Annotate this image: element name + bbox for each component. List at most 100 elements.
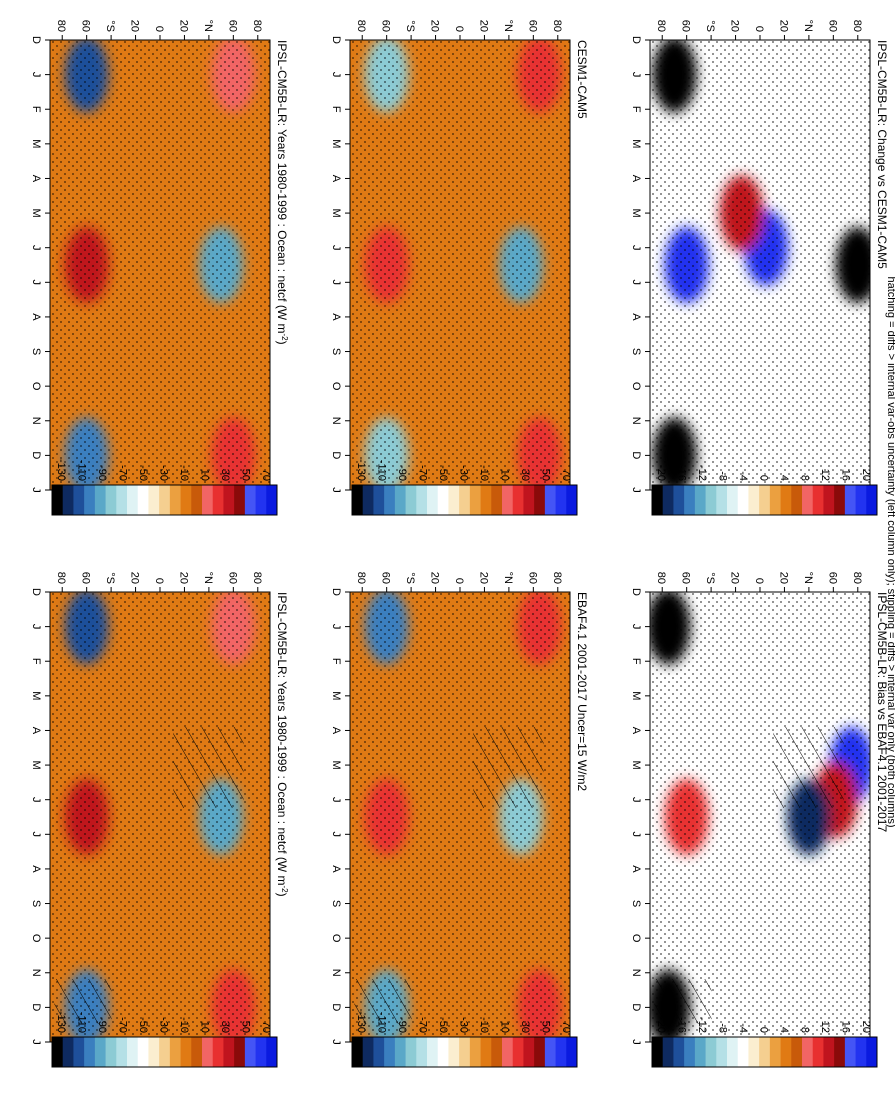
panel-left-mid: D J F M A M J J A S O N D J 80 60 °N 20 0 20 °S 60 80 EBAF4.1 2… (330, 572, 589, 1068)
colorbar-segment (72, 485, 85, 515)
x-tick-label: N (330, 417, 342, 425)
colorbar-segment (415, 1037, 427, 1067)
colorbar-segment (801, 1037, 813, 1067)
y-tick-label: 60 (226, 20, 238, 32)
colorbar-frame (51, 484, 278, 516)
x-tick-label: J (30, 72, 42, 78)
x-tick-label: D (630, 1003, 642, 1011)
x-tick-label: S (30, 900, 42, 907)
colorbar-segment (555, 1037, 567, 1067)
colorbar-label: 70 (260, 469, 272, 481)
x-tick-label: D (330, 588, 342, 596)
colorbar-label: 70 (260, 1021, 272, 1033)
colorbar-segment (62, 1037, 74, 1067)
colorbar-label: -110 (376, 460, 388, 481)
colorbar-segment (158, 485, 170, 515)
colorbar-segment (147, 1037, 160, 1067)
y-tick-label: 20 (129, 572, 141, 584)
colorbar-label: -10 (478, 1017, 490, 1033)
x-tick-label: J (330, 487, 342, 493)
y-tick-label: 20 (429, 20, 441, 32)
colorbar-label: 16 (839, 1021, 851, 1033)
colorbar-segment (405, 1037, 417, 1067)
colorbar-segment (51, 1037, 63, 1067)
title-text: IPSL-CM5B-LR: Years 1980-1999 : Ocean : … (275, 592, 289, 885)
x-tick-label: D (30, 588, 42, 596)
hatching (354, 979, 412, 1024)
colorbar-frame (651, 1036, 878, 1068)
colorbar-segment (83, 485, 95, 515)
x-tick-label: F (330, 658, 342, 665)
colorbar-segment (715, 1037, 727, 1067)
panel-title: IPSL-CM5B-LR: Change vs CESM1-CAM5 (875, 40, 889, 269)
colorbar-label: -90 (96, 1017, 108, 1033)
colorbar-segment (812, 1037, 824, 1067)
panel-left-top: D J F M A M J J A S O N D J 80 60 °N 20 0 20 °S 60 80 IPSL-CM5B… (30, 572, 289, 1068)
x-tick-label: J (630, 245, 642, 251)
colorbar-label: -130 (55, 1011, 67, 1033)
colorbar-label: -8 (717, 471, 729, 481)
x-tick-label: M (630, 760, 642, 769)
y-tick-label: 80 (355, 572, 367, 584)
stippling (50, 592, 270, 1042)
x-tick-label: J (630, 1039, 642, 1045)
colorbar-segment (201, 485, 213, 515)
colorbar-segment (705, 1037, 717, 1067)
y-tick-label: 80 (655, 20, 667, 32)
colorbar-segment (415, 485, 427, 515)
colorbar-label: -12 (696, 465, 708, 481)
x-tick-label: M (330, 691, 342, 700)
x-tick-label: D (30, 451, 42, 459)
x-tick-label: M (630, 139, 642, 148)
x-tick-label: A (30, 313, 42, 321)
colorbar-segment (844, 485, 856, 515)
colorbar-label: -10 (478, 465, 490, 481)
colorbar-segment (833, 485, 845, 515)
x-tick-label: J (30, 832, 42, 838)
colorbar-segment (672, 1037, 685, 1067)
colorbar-segment (522, 1037, 535, 1067)
x-tick-label: O (30, 934, 42, 943)
colorbar-label: -4 (737, 471, 749, 481)
x-tick-label: A (330, 727, 342, 735)
x-tick-label: J (330, 280, 342, 286)
x-tick-label: D (30, 36, 42, 44)
y-tick-label: 60 (226, 572, 238, 584)
y-tick-label: 20 (429, 572, 441, 584)
y-tick-label: 0 (453, 578, 465, 584)
colorbar-label: -20 (655, 1017, 667, 1033)
y-tick-label: 60 (380, 572, 392, 584)
x-tick-label: N (30, 417, 42, 425)
colorbar-label: 0 (758, 1027, 770, 1033)
colorbar-label: -70 (117, 465, 129, 481)
colorbar-label: 0 (758, 475, 770, 481)
x-tick-label: O (630, 382, 642, 391)
colorbar-segment (83, 1037, 95, 1067)
y-tick-label: 80 (551, 572, 563, 584)
y-tick-label: 60 (526, 572, 538, 584)
colorbar-label: -110 (376, 1012, 388, 1033)
x-tick-label: S (330, 900, 342, 907)
colorbar-segment (780, 1037, 792, 1067)
y-tick-label: 0 (753, 26, 765, 32)
x-tick-label: J (630, 797, 642, 803)
colorbar-label: 30 (219, 469, 231, 481)
x-tick-label: S (330, 348, 342, 355)
colorbar-segment (362, 1037, 374, 1067)
x-tick-label: J (30, 797, 42, 803)
colorbar-segment (180, 1037, 192, 1067)
colorbar-segment (737, 485, 749, 515)
colorbar-segment (833, 1037, 845, 1067)
y-tick-label: 20 (477, 572, 489, 584)
x-tick-label: M (330, 139, 342, 148)
figure-caption: hatching = diffs > internal var-obs unce… (885, 276, 895, 827)
colorbar-segment (512, 1037, 524, 1067)
colorbar-segment (115, 1037, 127, 1067)
y-tick-label: 20 (729, 572, 741, 584)
x-tick-label: A (630, 865, 642, 873)
colorbar-segment (822, 1037, 835, 1067)
y-tick-label: °S (104, 20, 116, 32)
y-tick-label: 60 (80, 20, 92, 32)
colorbar-label: 50 (239, 1021, 251, 1033)
colorbar-label: -10 (178, 465, 190, 481)
